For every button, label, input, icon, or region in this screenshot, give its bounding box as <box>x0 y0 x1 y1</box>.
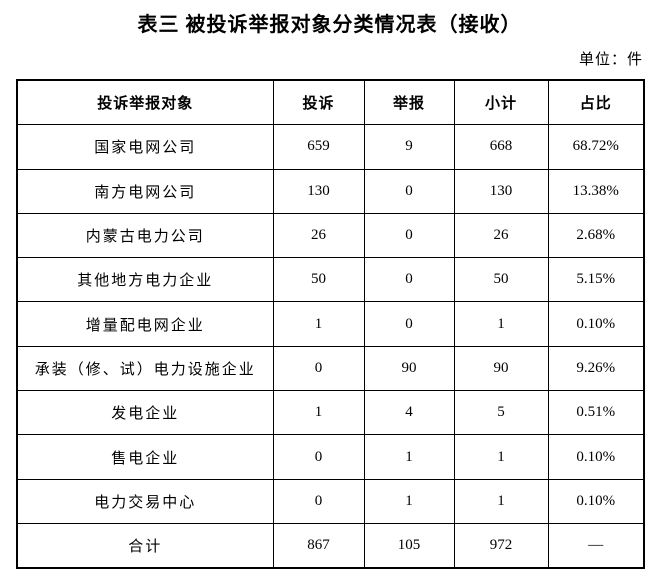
complaint-object-table: 投诉举报对象 投诉 举报 小计 占比 国家电网公司 659 9 668 68.72% 南方… <box>16 79 645 570</box>
table-row: 发电企业 1 4 5 0.51% <box>16 390 645 436</box>
value-cell: 0.10% <box>547 434 645 480</box>
column-header-reports: 举报 <box>363 79 455 126</box>
value-cell: 0.10% <box>547 301 645 347</box>
table-row: 内蒙古电力公司 26 0 26 2.68% <box>16 212 645 259</box>
value-cell: 130 <box>272 168 365 214</box>
row-label-cell: 国家电网公司 <box>16 124 274 170</box>
row-label-cell: 南方电网公司 <box>16 168 274 214</box>
row-label-cell: 其他地方电力企业 <box>16 257 274 303</box>
row-label-cell: 合计 <box>16 522 274 569</box>
value-cell: 9.26% <box>547 345 645 392</box>
value-cell: 659 <box>272 124 365 170</box>
value-cell: 0 <box>363 301 455 347</box>
value-cell: 1 <box>453 301 549 347</box>
row-label-cell: 售电企业 <box>16 434 274 480</box>
value-cell: — <box>547 522 645 569</box>
value-cell: 1 <box>453 434 549 480</box>
row-label-cell: 电力交易中心 <box>16 478 274 524</box>
value-cell: 1 <box>272 390 365 436</box>
value-cell: 0 <box>272 434 365 480</box>
row-label-cell: 增量配电网企业 <box>16 301 274 347</box>
page-title: 表三 被投诉举报对象分类情况表（接收） <box>137 14 522 36</box>
row-label-cell: 承装（修、试）电力设施企业 <box>16 345 274 392</box>
value-cell: 90 <box>453 345 549 392</box>
column-header-subtotal: 小计 <box>453 79 549 126</box>
row-label-cell: 内蒙古电力公司 <box>16 212 274 259</box>
value-cell: 26 <box>272 212 365 259</box>
table-row: 其他地方电力企业 50 0 50 5.15% <box>16 257 645 303</box>
value-cell: 130 <box>453 168 549 214</box>
value-cell: 4 <box>363 390 455 436</box>
value-cell: 1 <box>363 478 455 524</box>
value-cell: 668 <box>453 124 549 170</box>
value-cell: 0 <box>363 168 455 214</box>
column-header-object: 投诉举报对象 <box>16 79 274 126</box>
value-cell: 867 <box>272 522 365 569</box>
table-row: 增量配电网企业 1 0 1 0.10% <box>16 301 645 347</box>
value-cell: 0.10% <box>547 478 645 524</box>
table-row: 承装（修、试）电力设施企业 0 90 90 9.26% <box>16 345 645 392</box>
value-cell: 5.15% <box>547 257 645 303</box>
value-cell: 105 <box>363 522 455 569</box>
value-cell: 0 <box>272 478 365 524</box>
unit-label: 单位：件 <box>578 52 643 68</box>
value-cell: 972 <box>453 522 549 569</box>
value-cell: 26 <box>453 212 549 259</box>
table-row: 电力交易中心 0 1 1 0.10% <box>16 478 645 524</box>
column-header-share: 占比 <box>547 79 645 126</box>
value-cell: 50 <box>272 257 365 303</box>
value-cell: 1 <box>272 301 365 347</box>
value-cell: 2.68% <box>547 212 645 259</box>
value-cell: 9 <box>363 124 455 170</box>
value-cell: 13.38% <box>547 168 645 214</box>
value-cell: 50 <box>453 257 549 303</box>
value-cell: 0 <box>363 257 455 303</box>
column-header-complaints: 投诉 <box>272 79 365 126</box>
value-cell: 1 <box>453 478 549 524</box>
value-cell: 0.51% <box>547 390 645 436</box>
row-label-cell: 发电企业 <box>16 390 274 436</box>
value-cell: 68.72% <box>547 124 645 170</box>
value-cell: 1 <box>363 434 455 480</box>
value-cell: 0 <box>272 345 365 392</box>
value-cell: 5 <box>453 390 549 436</box>
table-body: 国家电网公司 659 9 668 68.72% 南方电网公司 130 0 130 13.38% 内蒙… <box>16 124 645 569</box>
header-row: 投诉举报对象 投诉 举报 小计 占比 <box>16 79 645 126</box>
table-row: 南方电网公司 130 0 130 13.38% <box>16 168 645 214</box>
table-row: 国家电网公司 659 9 668 68.72% <box>16 124 645 170</box>
table-row: 售电企业 0 1 1 0.10% <box>16 434 645 480</box>
value-cell: 0 <box>363 212 455 259</box>
total-row: 合计 867 105 972— <box>16 522 645 569</box>
value-cell: 90 <box>363 345 455 392</box>
